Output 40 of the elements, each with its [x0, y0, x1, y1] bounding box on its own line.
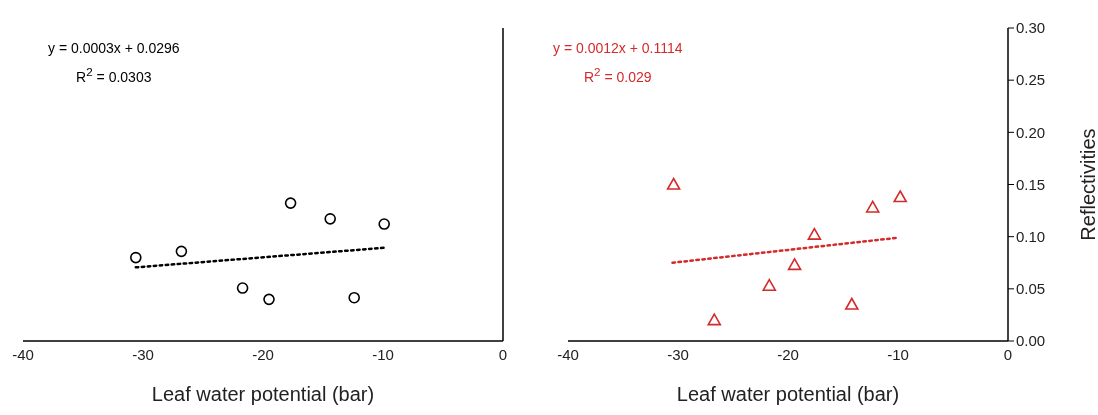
y-tick-label: 0.05: [1016, 280, 1046, 298]
point: [666, 177, 681, 190]
y-tick-label: 0.10: [1016, 227, 1046, 245]
y-tick-label: 0.25: [1016, 71, 1046, 89]
annotation: R$^{2}$ = 0.029: [582, 64, 653, 87]
text: y = 0.0003x + 0.0296: [48, 39, 180, 58]
point: [845, 297, 859, 310]
point: [807, 227, 822, 240]
point: [236, 282, 249, 294]
point: [284, 197, 297, 209]
x-tick-label: -40: [557, 345, 579, 363]
point: [348, 291, 360, 304]
point: [175, 245, 188, 258]
point: [378, 218, 390, 230]
point: [893, 190, 907, 203]
x-tick-label: -40: [12, 345, 34, 363]
point: [762, 278, 777, 291]
y-tick-label: 0.20: [1016, 123, 1046, 141]
x-tick-label: -10: [372, 345, 394, 363]
point: [130, 251, 142, 264]
point: [324, 213, 336, 225]
point: [707, 313, 722, 326]
x-tick-label: 0: [1003, 345, 1013, 363]
x-tick-label: 0: [498, 345, 508, 363]
text: R$^{2}$ = 0.0303: [75, 64, 153, 87]
y-tick-label: 0.15: [1016, 175, 1046, 193]
x-tick-label: -30: [667, 345, 689, 363]
annotation: y = 0.0012x + 0.1114: [553, 39, 683, 58]
x-tick-label: -30: [132, 345, 154, 363]
y-axis-title: Reflectivities: [1077, 128, 1098, 241]
x-axis-title: Leaf water potential (bar): [676, 383, 900, 405]
y-tick-label: 0.30: [1016, 19, 1046, 37]
point: [865, 200, 880, 213]
x-tick-label: -20: [252, 345, 274, 363]
x-tick-label: -20: [777, 345, 799, 363]
point: [263, 293, 275, 306]
point: [787, 258, 802, 271]
x-axis-title: Leaf water potential (bar): [151, 383, 375, 405]
y-tick-label: 0.00: [1016, 332, 1046, 350]
x-tick-label: -10: [887, 345, 909, 363]
